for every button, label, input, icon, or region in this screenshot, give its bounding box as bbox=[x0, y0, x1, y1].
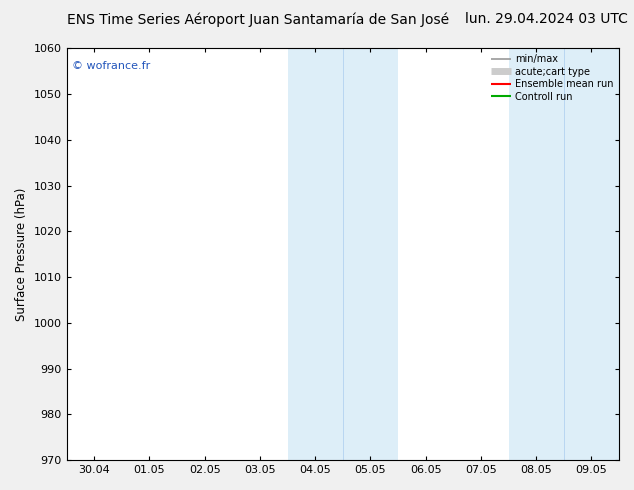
Bar bbox=[343, 49, 398, 460]
Y-axis label: Surface Pressure (hPa): Surface Pressure (hPa) bbox=[15, 188, 28, 321]
Legend: min/max, acute;cart type, Ensemble mean run, Controll run: min/max, acute;cart type, Ensemble mean … bbox=[488, 50, 617, 105]
Bar bbox=[288, 49, 343, 460]
Text: © wofrance.fr: © wofrance.fr bbox=[72, 61, 150, 71]
Bar bbox=[508, 49, 564, 460]
Text: lun. 29.04.2024 03 UTC: lun. 29.04.2024 03 UTC bbox=[465, 12, 628, 26]
Bar bbox=[564, 49, 619, 460]
Text: ENS Time Series Aéroport Juan Santamaría de San José: ENS Time Series Aéroport Juan Santamaría… bbox=[67, 12, 449, 27]
